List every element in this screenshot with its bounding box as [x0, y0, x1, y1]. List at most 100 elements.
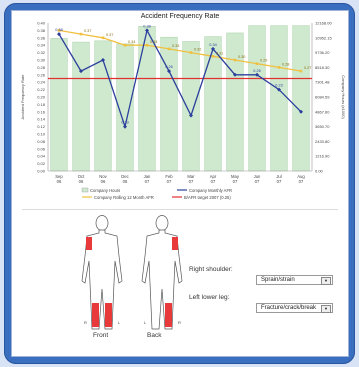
monthly-afr-point	[57, 32, 61, 37]
x-tick-label-month: Feb	[165, 174, 173, 179]
bar-company-hours	[248, 25, 266, 172]
injury-label-1: Right shoulder:	[189, 266, 233, 273]
x-tick-label-year: 07	[233, 179, 238, 184]
monthly-data-label: 0.26	[253, 69, 260, 73]
x-tick-label-year: 07	[299, 179, 304, 184]
bar-company-hours	[292, 25, 310, 172]
rolling-afr-point	[101, 36, 105, 40]
injury-select-1[interactable]: Sprain/strain ▼	[256, 275, 333, 285]
rolling-data-label: 0.29	[260, 59, 267, 63]
monthly-data-label: 0.38	[143, 24, 150, 28]
front-figure-shoulder-left-region	[86, 237, 92, 250]
y-tick-label-right: 8518.30	[315, 65, 330, 70]
bar-company-hours	[138, 26, 156, 172]
y-tick-label-left: 0.16	[37, 109, 46, 114]
injury-select-2[interactable]: Fracture/crack/break ▼	[256, 303, 333, 313]
y-tick-label-left: 0.04	[37, 154, 46, 159]
front-figure-leg-left-region	[92, 303, 99, 327]
x-tick-label-year: 07	[277, 179, 282, 184]
rolling-afr-point	[299, 69, 303, 73]
back-label: Back	[147, 332, 162, 339]
rolling-afr-point	[123, 43, 127, 47]
rolling-afr-point	[277, 66, 281, 69]
x-tick-label-month: May	[231, 174, 240, 179]
rolling-data-label: 0.37	[84, 29, 91, 33]
x-tick-label-month: Nov	[99, 174, 107, 179]
monthly-afr-point	[211, 46, 215, 51]
y-tick-label-left: 0.36	[37, 35, 46, 40]
monthly-afr-point	[79, 69, 83, 74]
x-tick-label-month: Jun	[254, 174, 261, 179]
x-tick-label-month: Dec	[121, 174, 128, 179]
rolling-data-label: 0.34	[150, 40, 157, 44]
y-tick-label-left: 0.18	[37, 102, 46, 107]
side-mark-label: R	[84, 320, 87, 325]
monthly-data-label: 0.34	[209, 43, 216, 47]
x-tick-label-month: Aug	[297, 174, 305, 179]
rolling-afr-point	[145, 43, 149, 47]
side-mark-label: R	[178, 320, 181, 325]
y-tick-label-right: 6084.59	[315, 94, 330, 99]
y-tick-label-right: 12168.00	[315, 21, 332, 26]
rolling-afr-point	[211, 55, 215, 58]
y-tick-label-left: 0.38	[37, 28, 46, 33]
rolling-data-label: 0.28	[282, 62, 289, 66]
rolling-data-label: 0.37	[106, 33, 113, 37]
y-tick-label-left: 0.28	[37, 65, 46, 70]
front-figure-head	[95, 215, 109, 231]
y-tick-label-left: 0.06	[37, 146, 46, 151]
y-tick-label-left: 0.34	[37, 43, 46, 48]
monthly-afr-point	[167, 69, 171, 74]
y-tick-label-left: 0.02	[37, 161, 46, 166]
y-tick-label-right: 0.00	[315, 169, 324, 174]
y-tick-label-right: 10952.15	[315, 35, 332, 40]
legend-hours-label: Company Hours	[90, 188, 120, 193]
side-mark-label: L	[118, 320, 121, 325]
rolling-afr-point	[167, 47, 171, 51]
rolling-afr-point	[79, 32, 83, 36]
rolling-data-label: 0.30	[238, 55, 245, 59]
y-tick-label-left: 0.00	[37, 169, 46, 174]
side-mark-label: L	[144, 320, 147, 325]
monthly-data-label: 0.38	[55, 28, 62, 32]
bar-company-hours	[182, 41, 200, 172]
rolling-data-label: 0.32	[194, 48, 201, 52]
chevron-down-icon: ▼	[321, 305, 331, 313]
rolling-afr-point	[189, 51, 193, 54]
rolling-data-label: 0.34	[128, 40, 135, 44]
monthly-afr-line	[58, 28, 302, 130]
bar-company-hours	[270, 25, 288, 172]
y-tick-label-right: 7301.48	[315, 80, 330, 85]
y-tick-label-right: 2433.80	[315, 139, 330, 144]
chart-title: Accident Frequency Rate	[140, 13, 220, 20]
y-tick-label-left: 0.12	[37, 124, 46, 129]
afr-chart: 0.40 0.38 0.36 0.34 0.32 0.30 0.28 0.26 0.24 0.22…	[20, 21, 346, 201]
back-figure-leg-right-region	[165, 303, 172, 327]
rolling-data-label: 0.31	[216, 51, 223, 55]
rolling-afr-point	[233, 58, 237, 62]
x-tick-label-year: 07	[189, 179, 194, 184]
x-tick-label-year: 06	[57, 179, 62, 184]
x-tick-label-year: 06	[79, 179, 84, 184]
y-axis-title-right: Company Hours (x1000)	[341, 75, 346, 119]
report-panel: Accident Frequency Rate 0.40 0.38 0.36 0.34…	[11, 10, 349, 357]
y-tick-label-left: 0.32	[37, 50, 46, 55]
rolling-data-label: 0.33	[172, 44, 179, 48]
y-tick-label-left: 0.08	[37, 139, 46, 144]
x-tick-label-month: Jan	[144, 174, 151, 179]
y-axis-title-left: Accident Frequency Rate	[20, 74, 25, 120]
y-tick-label-left: 0.22	[37, 87, 46, 92]
x-tick-label-year: 07	[211, 179, 216, 184]
monthly-afr-point	[233, 72, 237, 77]
x-tick-label-month: Jul	[276, 174, 281, 179]
y-tick-label-left: 0.26	[37, 72, 46, 77]
y-tick-label-right: 1216.90	[315, 154, 330, 159]
y-tick-label-left: 0.20	[37, 95, 46, 100]
monthly-data-label: 0.23	[275, 84, 282, 88]
legend-rolling-label: Company Rolling 12 Month AFR	[94, 195, 154, 200]
monthly-afr-point	[123, 124, 127, 129]
x-tick-label-year: 07	[145, 179, 150, 184]
monthly-afr-point	[277, 87, 281, 92]
rolling-afr-point	[57, 29, 61, 32]
